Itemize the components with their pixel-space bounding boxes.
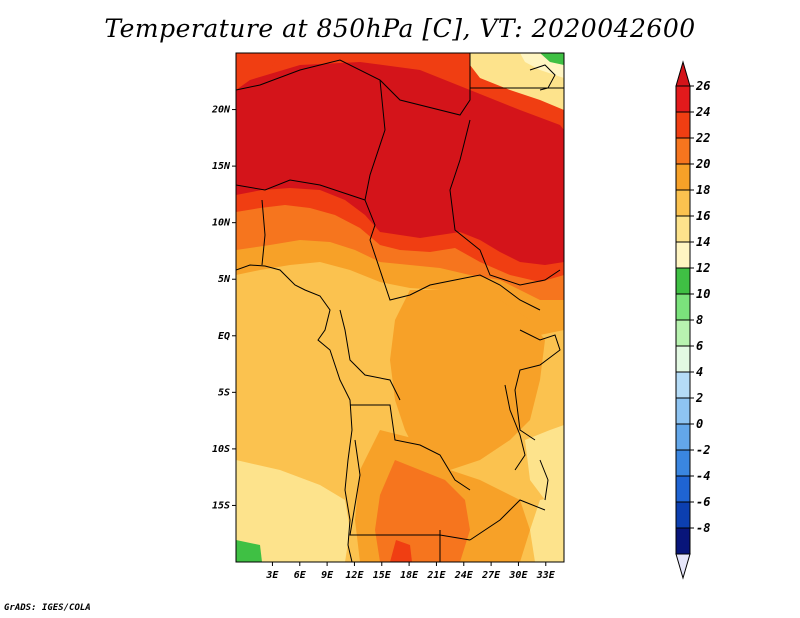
colorbar-label: -8 <box>696 521 710 535</box>
niger-chad-border <box>364 79 386 241</box>
colorbar-label: -4 <box>696 469 710 483</box>
field-above-26 <box>236 62 564 265</box>
colorbar-swatch <box>675 527 691 555</box>
colorbar-swatch <box>675 241 691 269</box>
colorbar-swatch <box>675 345 691 373</box>
lon-tick-label: 3E <box>265 570 279 581</box>
lat-tick-label: 5S <box>218 387 230 398</box>
colorbar-swatch <box>675 475 691 503</box>
lon-tick-label: 18E <box>400 570 419 581</box>
colorbar-label: 6 <box>696 339 703 353</box>
colorbar-label: 22 <box>695 131 710 145</box>
colorbar-swatch <box>675 371 691 399</box>
country-borders <box>236 53 564 562</box>
lon-tick-label: 24E <box>454 570 474 581</box>
lon-tick-label: 12E <box>345 570 364 581</box>
lon-tick-label: 15E <box>373 570 392 581</box>
colorbar-top-arrow <box>675 60 691 87</box>
field-16-18-southeast <box>530 495 564 562</box>
lon-tick-label: 6E <box>294 570 307 581</box>
lon-tick-label: 33E <box>536 570 556 581</box>
colorbar-label: -6 <box>696 495 710 509</box>
east-africa-lakes-border <box>514 329 561 441</box>
colorbar-swatch <box>675 293 691 321</box>
field-20-22-central <box>390 290 545 470</box>
colorbar-swatch <box>675 501 691 529</box>
lat-tick-label: 10N <box>212 218 231 229</box>
field-16-18-atlantic <box>236 460 350 562</box>
red-sea-coast <box>529 64 556 91</box>
colorbar-label: 16 <box>696 209 710 223</box>
lon-tick-label: 27E <box>481 570 501 581</box>
colorbar-swatch <box>675 137 691 165</box>
colorbar-swatch <box>675 319 691 347</box>
angola-border <box>350 404 471 491</box>
temperature-field <box>236 53 564 562</box>
colorbar-label: 20 <box>695 157 710 171</box>
namibia-border <box>349 439 471 541</box>
colorbar-label: 0 <box>696 417 703 431</box>
longitude-axis: 3E 6E 9E 12E 15E 18E 21E 24E 27E 30E 33E <box>265 562 556 581</box>
map-title: Temperature at 850hPa [C], VT: 202004260… <box>104 14 696 43</box>
lat-tick-label: 20N <box>211 105 231 116</box>
colorbar-swatch <box>675 85 691 113</box>
map-frame <box>235 52 565 563</box>
colorbar-bottom-arrow <box>675 553 691 580</box>
field-24-26-nw <box>236 53 280 85</box>
field-16-18-east <box>525 425 564 510</box>
lon-tick-label: 30E <box>508 570 528 581</box>
lat-tick-label: 10S <box>212 444 230 455</box>
sahel-borders <box>236 179 366 201</box>
colorbar-label: 12 <box>696 261 710 275</box>
grads-credit: GrADS: IGES/COLA <box>4 603 91 613</box>
colorbar-swatch <box>675 397 691 425</box>
lat-tick-label: 15N <box>212 161 231 172</box>
lon-tick-label: 9E <box>321 570 334 581</box>
chad-sudan-border <box>449 119 561 286</box>
benin-border <box>261 199 266 266</box>
colorbar-label: 4 <box>696 365 703 379</box>
lake-malawi <box>539 459 549 501</box>
field-12-14-sw <box>236 540 262 562</box>
latitude-axis: 20N 15N 10N 5N EQ 5S 10S 15S <box>211 105 236 511</box>
colorbar-swatch <box>675 215 691 243</box>
colorbar-label: 8 <box>696 313 703 327</box>
colorbar-swatch <box>675 111 691 139</box>
lat-tick-label: EQ <box>218 331 230 342</box>
car-border <box>369 239 541 311</box>
lon-tick-label: 21E <box>426 570 446 581</box>
lat-tick-label: 5N <box>218 274 231 285</box>
colorbar-label: 14 <box>696 235 710 249</box>
lat-tick-label: 15S <box>212 500 230 511</box>
colorbar-swatch <box>675 163 691 191</box>
colorbar-swatch <box>675 423 691 451</box>
colorbar-label: 10 <box>696 287 710 301</box>
colorbar-swatch <box>675 449 691 477</box>
colorbar-label: 26 <box>695 79 710 93</box>
west-coastline <box>236 264 353 562</box>
colorbar-swatch <box>675 267 691 295</box>
zambia-border <box>469 499 546 541</box>
colorbar-label: 24 <box>695 105 710 119</box>
colorbar-label: 2 <box>695 391 703 405</box>
colorbar-swatch <box>675 189 691 217</box>
colorbar-label: 18 <box>696 183 710 197</box>
field-12-14-ne <box>540 53 564 65</box>
field-24-26-south <box>390 540 412 562</box>
lake-tanganyika <box>504 384 526 471</box>
colorbar-label: -2 <box>696 443 710 457</box>
congo-border <box>339 309 401 401</box>
